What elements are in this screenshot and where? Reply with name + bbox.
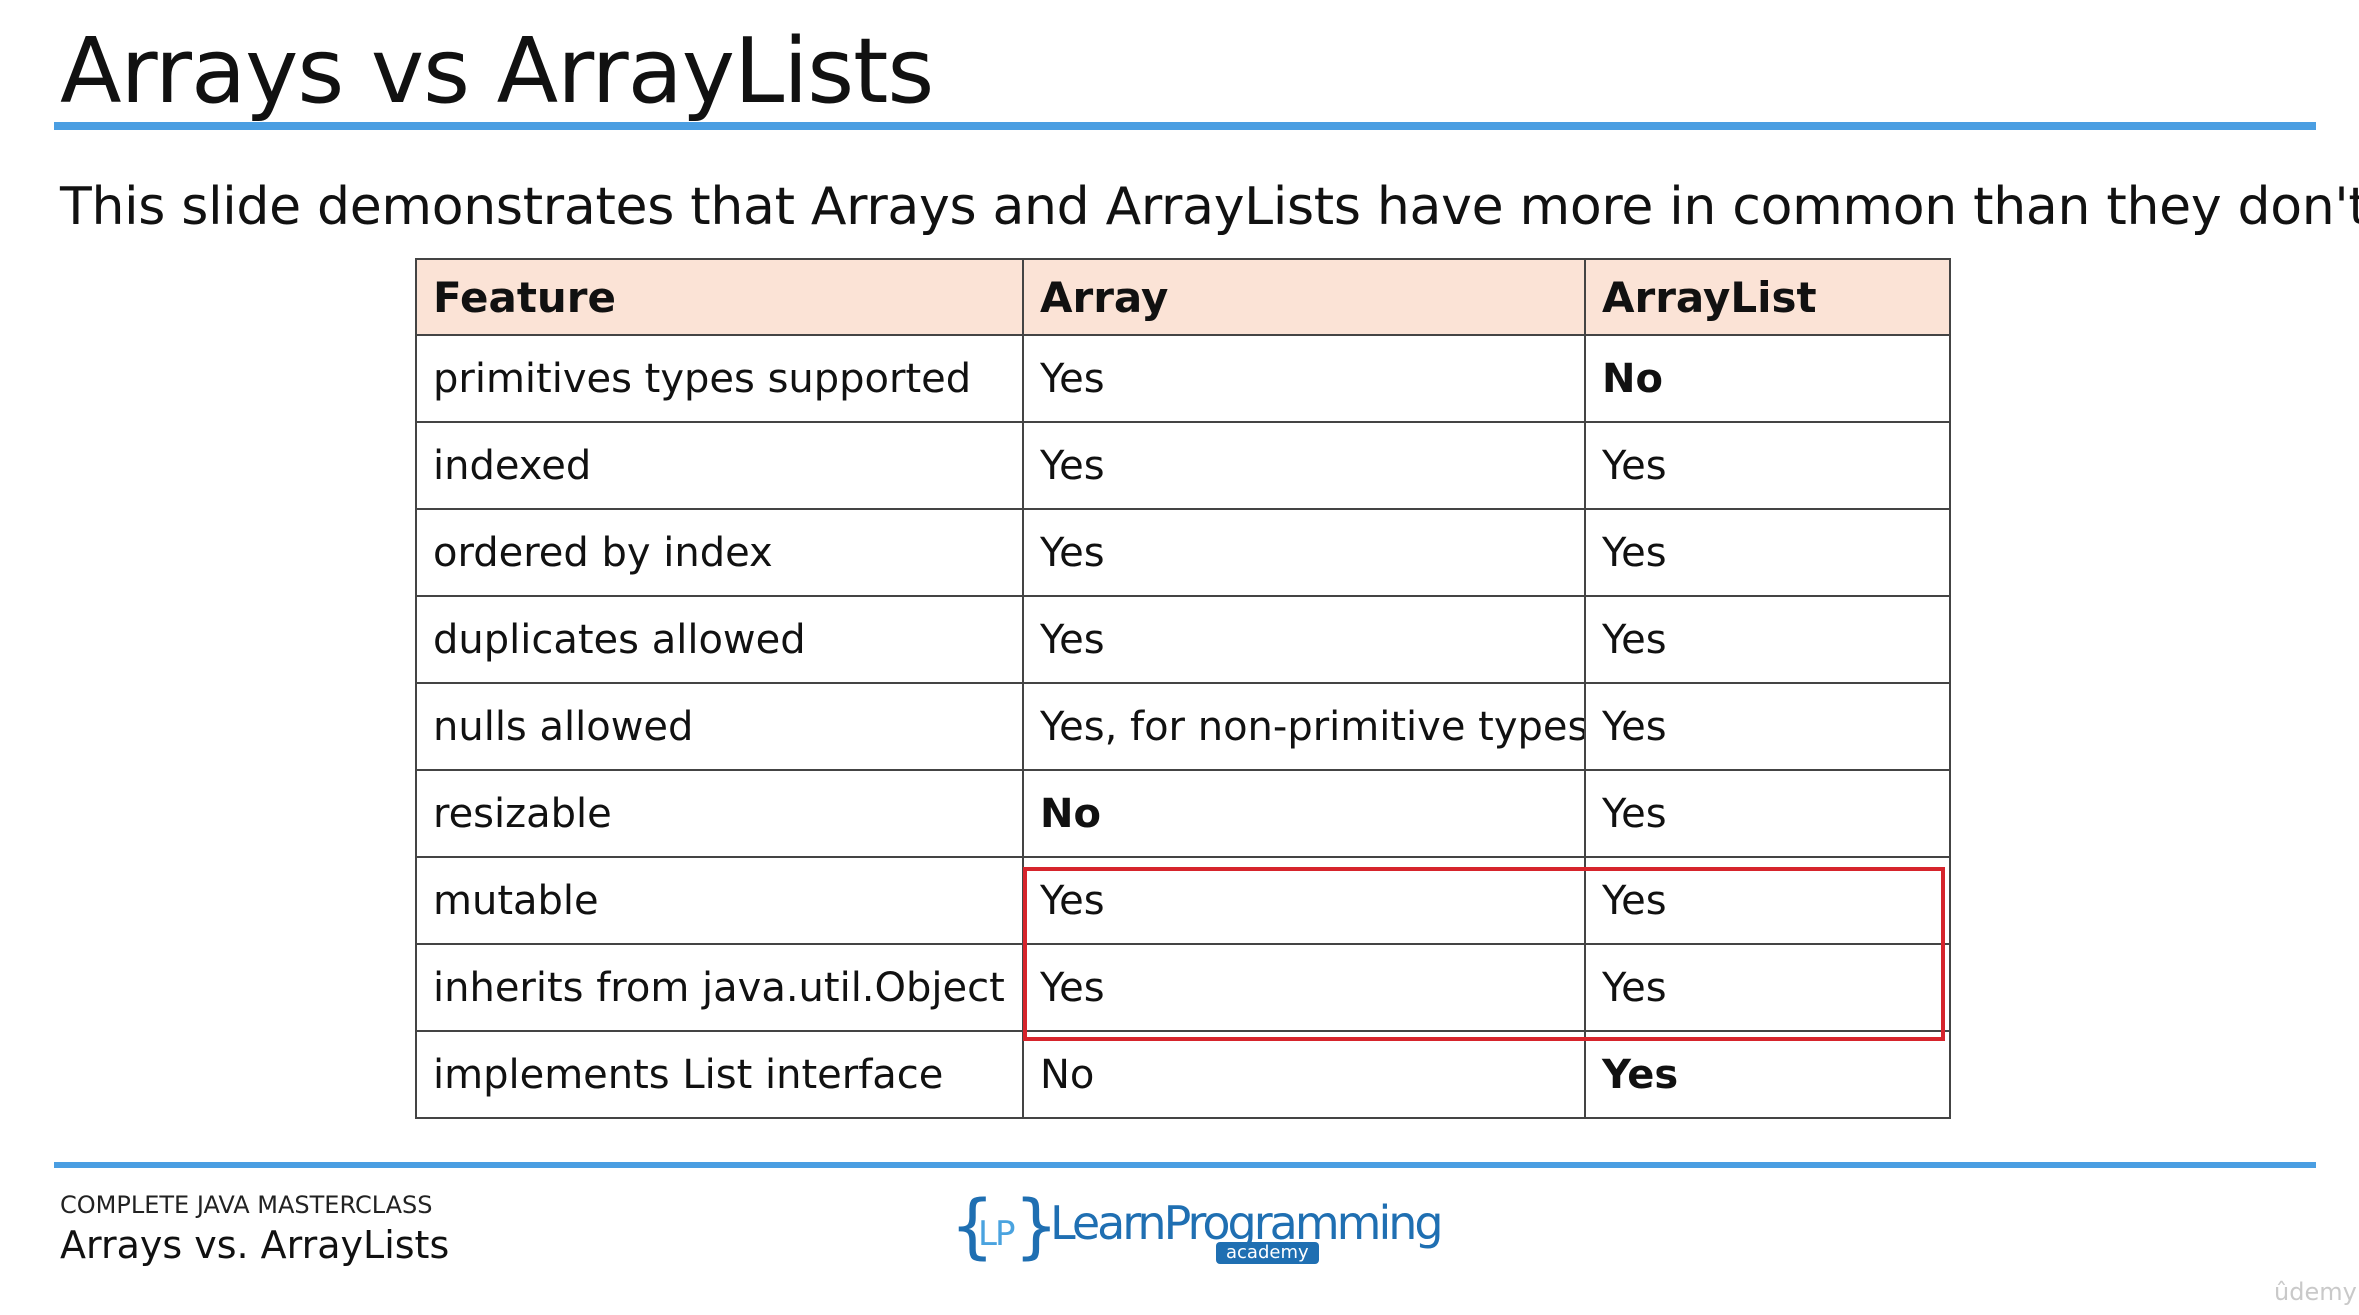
- arraylist-cell: Yes: [1584, 856, 1951, 945]
- table-row: resizable No Yes: [415, 769, 1951, 858]
- array-cell: Yes: [1022, 421, 1586, 510]
- table-row: indexed Yes Yes: [415, 421, 1951, 510]
- lecture-name: Arrays vs. ArrayLists: [60, 1223, 450, 1267]
- comparison-table: Feature Array ArrayList primitives types…: [415, 258, 1951, 1119]
- table-row: duplicates allowed Yes Yes: [415, 595, 1951, 684]
- feature-cell: resizable: [415, 769, 1024, 858]
- feature-cell: ordered by index: [415, 508, 1024, 597]
- table-row: implements List interface No Yes: [415, 1030, 1951, 1119]
- array-cell: Yes: [1022, 943, 1586, 1032]
- arraylist-cell: Yes: [1584, 943, 1951, 1032]
- array-cell: Yes, for non-primitive types: [1022, 682, 1586, 771]
- arraylist-cell: Yes: [1584, 769, 1951, 858]
- feature-cell: duplicates allowed: [415, 595, 1024, 684]
- feature-cell: inherits from java.util.Object: [415, 943, 1024, 1032]
- arraylist-cell: No: [1584, 334, 1951, 423]
- logo-initials: LP: [978, 1214, 1015, 1254]
- arraylist-cell: Yes: [1584, 508, 1951, 597]
- title-divider: [54, 122, 2316, 130]
- footer-divider: [54, 1162, 2316, 1168]
- course-name: COMPLETE JAVA MASTERCLASS: [60, 1191, 433, 1219]
- udemy-watermark: ûdemy: [2274, 1278, 2357, 1306]
- arraylist-cell: Yes: [1584, 595, 1951, 684]
- table-row: nulls allowed Yes, for non-primitive typ…: [415, 682, 1951, 771]
- table-row: mutable Yes Yes: [415, 856, 1951, 945]
- header-arraylist: ArrayList: [1584, 258, 1951, 336]
- feature-cell: indexed: [415, 421, 1024, 510]
- array-cell: No: [1022, 769, 1586, 858]
- array-cell: Yes: [1022, 508, 1586, 597]
- slide-title: Arrays vs ArrayLists: [60, 19, 934, 124]
- feature-cell: nulls allowed: [415, 682, 1024, 771]
- feature-cell: implements List interface: [415, 1030, 1024, 1119]
- table-row: inherits from java.util.Object Yes Yes: [415, 943, 1951, 1032]
- slide-subtitle: This slide demonstrates that Arrays and …: [60, 177, 2359, 237]
- feature-cell: mutable: [415, 856, 1024, 945]
- arraylist-cell: Yes: [1584, 1030, 1951, 1119]
- array-cell: Yes: [1022, 334, 1586, 423]
- array-cell: Yes: [1022, 595, 1586, 684]
- arraylist-cell: Yes: [1584, 421, 1951, 510]
- learnprogramming-logo: { LP } LearnProgramming academy: [950, 1186, 1444, 1270]
- feature-cell: primitives types supported: [415, 334, 1024, 423]
- header-array: Array: [1022, 258, 1586, 336]
- array-cell: Yes: [1022, 856, 1586, 945]
- arraylist-cell: Yes: [1584, 682, 1951, 771]
- header-feature: Feature: [415, 258, 1024, 336]
- brace-right-icon: }: [1014, 1185, 1059, 1267]
- brace-left-icon: {: [950, 1185, 995, 1267]
- logo-brand: LearnProgramming: [1050, 1196, 1444, 1250]
- table-row: primitives types supported Yes No: [415, 334, 1951, 423]
- array-cell: No: [1022, 1030, 1586, 1119]
- table-row: ordered by index Yes Yes: [415, 508, 1951, 597]
- logo-academy: academy: [1216, 1242, 1319, 1264]
- table-header-row: Feature Array ArrayList: [415, 258, 1951, 336]
